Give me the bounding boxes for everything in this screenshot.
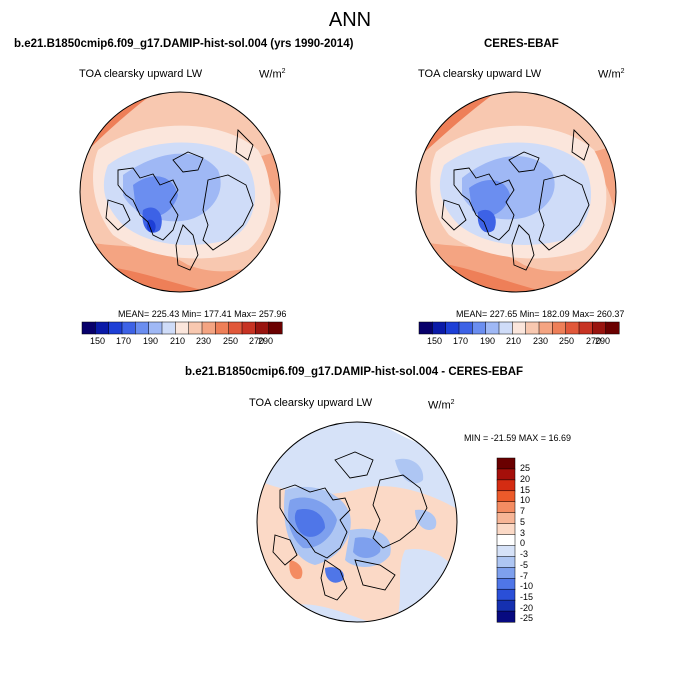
colorbar-swatch <box>498 321 513 335</box>
colorbar-swatch <box>525 321 540 335</box>
colorbar-swatch <box>458 321 473 335</box>
colorbar-swatch <box>228 321 243 335</box>
colorbar-tick-label: -5 <box>520 560 529 570</box>
colorbar-swatch <box>201 321 216 335</box>
colorbar-tick-label: 150 <box>90 336 106 346</box>
panel-1-variable-label: TOA clearsky upward LW <box>79 68 203 80</box>
colorbar-swatch <box>496 556 516 568</box>
colorbar-swatch <box>188 321 203 335</box>
panel-3-colorbar <box>496 457 516 623</box>
colorbar-tick-label: 230 <box>196 336 212 346</box>
colorbar-swatch <box>161 321 176 335</box>
colorbar-swatch <box>496 534 516 547</box>
colorbar-tick-label: -10 <box>520 581 534 591</box>
colorbar-tick-label: -20 <box>520 603 534 613</box>
colorbar-swatch <box>268 321 283 335</box>
colorbar-tick-label: 270 <box>586 336 602 346</box>
colorbar-swatch <box>605 321 620 335</box>
colorbar-tick-label: 190 <box>480 336 496 346</box>
colorbar-swatch <box>121 321 136 335</box>
colorbar-swatch <box>496 468 516 481</box>
panel-3-units: W/m2 <box>428 399 455 412</box>
panel-2-colorbar <box>418 321 620 335</box>
colorbar-tick-label: 210 <box>170 336 186 346</box>
colorbar-swatch <box>418 321 433 335</box>
colorbar-tick-label: 170 <box>453 336 469 346</box>
colorbar-swatch <box>496 588 516 601</box>
colorbar-tick-label: -3 <box>520 549 529 559</box>
colorbar-tick-label: 10 <box>520 495 531 505</box>
panel-1-colorbar <box>81 321 283 335</box>
colorbar-swatch <box>255 321 270 335</box>
colorbar-tick-label: 250 <box>559 336 575 346</box>
colorbar-swatch <box>496 610 516 623</box>
colorbar-tick-label: 270 <box>249 336 265 346</box>
colorbar-swatch <box>241 321 256 335</box>
colorbar-tick-label: 230 <box>533 336 549 346</box>
colorbar-tick-label: -7 <box>520 571 529 581</box>
colorbar-tick-label: 190 <box>143 336 159 346</box>
panel-1-title: b.e21.B1850cmip6.f09_g17.DAMIP-hist-sol.… <box>14 38 354 50</box>
panel-3-stats: MIN = -21.59 MAX = 16.69 <box>464 433 572 443</box>
colorbar-swatch <box>496 490 516 503</box>
colorbar-swatch <box>175 321 190 335</box>
colorbar-tick-label: -15 <box>520 592 534 602</box>
colorbar-swatch <box>496 567 516 579</box>
colorbar-swatch <box>95 321 110 335</box>
colorbar-swatch <box>496 501 516 514</box>
colorbar-tick-label: 7 <box>520 506 526 516</box>
panel-2-title: CERES-EBAF <box>484 38 559 50</box>
colorbar-swatch <box>552 321 567 335</box>
colorbar-swatch <box>432 321 447 335</box>
colorbar-tick-label: 3 <box>520 528 526 538</box>
colorbar-swatch <box>108 321 123 335</box>
colorbar-swatch <box>496 545 516 557</box>
colorbar-tick-label: 20 <box>520 474 531 484</box>
colorbar-swatch <box>496 479 516 492</box>
page-title: ANN <box>328 9 372 31</box>
colorbar-swatch <box>148 321 163 335</box>
colorbar-swatch <box>472 321 487 335</box>
colorbar-swatch <box>538 321 553 335</box>
colorbar-swatch <box>496 578 516 590</box>
colorbar-swatch <box>512 321 527 335</box>
panel-2-units: W/m2 <box>598 68 625 81</box>
panel-1-polar-map <box>79 91 281 293</box>
colorbar-tick-label: 25 <box>520 463 531 473</box>
panel-1-colorbar-ticks: 150 170 190 210 230 250 270 <box>0 336 700 350</box>
colorbar-swatch <box>445 321 460 335</box>
colorbar-tick-label: 210 <box>506 336 522 346</box>
colorbar-swatch <box>565 321 580 335</box>
panel-2-stats: MEAN= 227.65 Min= 182.09 Max= 260.37 <box>456 309 625 319</box>
panel-3-polar-map <box>256 421 458 623</box>
panel-2-polar-map <box>415 91 617 293</box>
panel-1-stats: MEAN= 225.43 Min= 177.41 Max= 257.96 <box>118 309 287 319</box>
panel-2-variable-label: TOA clearsky upward LW <box>418 68 542 80</box>
colorbar-tick-label: 250 <box>223 336 239 346</box>
colorbar-tick-label: 15 <box>520 485 531 495</box>
colorbar-swatch <box>592 321 607 335</box>
colorbar-swatch <box>485 321 500 335</box>
colorbar-tick-label: 290 <box>595 336 611 346</box>
colorbar-tick-label: 170 <box>116 336 132 346</box>
colorbar-swatch <box>496 599 516 612</box>
panel-3-variable-label: TOA clearsky upward LW <box>249 397 373 409</box>
colorbar-tick-label: 5 <box>520 517 526 527</box>
colorbar-swatch <box>578 321 593 335</box>
colorbar-swatch <box>496 457 516 470</box>
colorbar-swatch <box>496 512 516 525</box>
colorbar-tick-label: -25 <box>520 613 534 623</box>
colorbar-swatch <box>81 321 96 335</box>
panel-1-units: W/m2 <box>259 68 286 81</box>
colorbar-tick-label: 290 <box>258 336 274 346</box>
colorbar-tick-label: 0 <box>520 538 526 548</box>
colorbar-swatch <box>496 523 516 536</box>
colorbar-tick-label: 150 <box>427 336 443 346</box>
colorbar-swatch <box>215 321 230 335</box>
colorbar-swatch <box>135 321 150 335</box>
panel-3-title: b.e21.B1850cmip6.f09_g17.DAMIP-hist-sol.… <box>185 366 524 378</box>
